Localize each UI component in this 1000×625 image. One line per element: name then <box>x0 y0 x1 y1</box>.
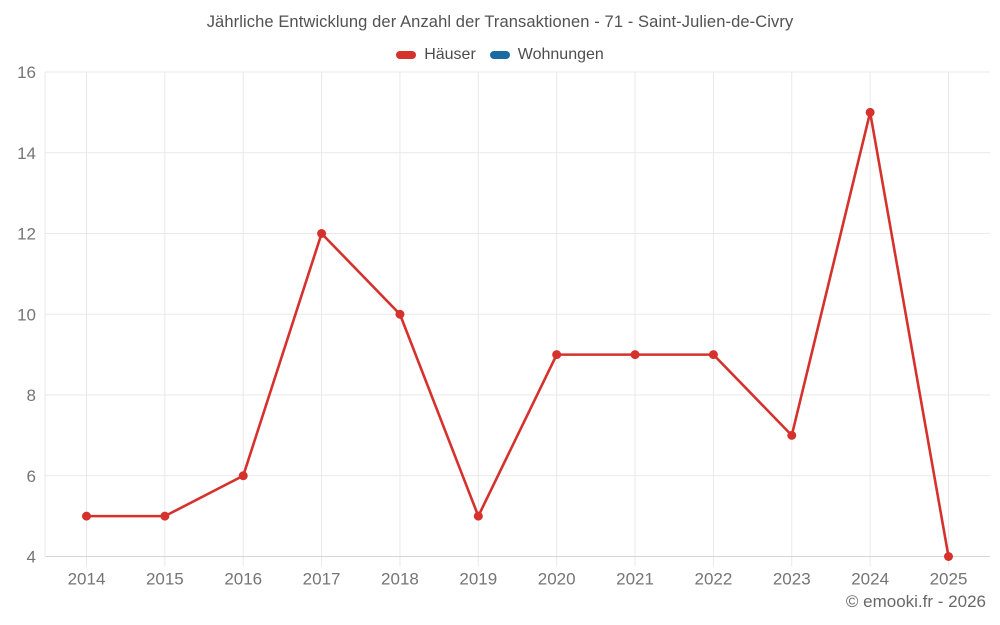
y-tick-label: 6 <box>27 467 36 486</box>
y-tick-label: 8 <box>27 386 36 405</box>
y-tick-label: 14 <box>17 144 36 163</box>
x-tick-label: 2025 <box>930 570 968 589</box>
legend-label-wohnungen: Wohnungen <box>517 46 604 63</box>
legend-label-hauser: Häuser <box>424 46 476 63</box>
legend-item-wohnungen[interactable]: Wohnungen <box>489 46 604 64</box>
data-point[interactable] <box>160 511 170 521</box>
data-point[interactable] <box>708 350 718 360</box>
series-line <box>85 111 950 558</box>
y-tick-label: 16 <box>17 63 36 82</box>
data-point[interactable] <box>317 229 327 238</box>
x-tick-label: 2018 <box>381 570 419 589</box>
legend-swatch-wohnungen-icon <box>489 51 510 59</box>
data-point[interactable] <box>473 511 483 521</box>
data-point[interactable] <box>787 430 797 440</box>
x-tick-label: 2023 <box>773 570 811 589</box>
y-tick-label: 12 <box>17 225 36 244</box>
x-tick-label: 2020 <box>538 570 576 589</box>
x-tick-label: 2024 <box>851 570 889 589</box>
y-tick-label: 10 <box>17 305 36 324</box>
x-tick-label: 2017 <box>303 570 341 589</box>
data-point[interactable] <box>552 350 562 360</box>
chart-legend: Häuser Wohnungen <box>0 46 1000 64</box>
x-tick-label: 2014 <box>68 570 106 589</box>
chart-title: Jährliche Entwicklung der Anzahl der Tra… <box>206 13 794 31</box>
legend-swatch-hauser-icon <box>396 51 417 59</box>
data-point[interactable] <box>865 107 875 117</box>
y-tick-label: 4 <box>27 548 36 567</box>
watermark: © emooki.fr - 2026 <box>845 592 986 611</box>
x-tick-label: 2016 <box>224 570 262 589</box>
data-point[interactable] <box>630 350 640 360</box>
data-point[interactable] <box>238 471 248 481</box>
legend-item-hauser[interactable]: Häuser <box>396 46 476 64</box>
x-tick-label: 2021 <box>616 570 654 589</box>
x-tick-label: 2015 <box>146 570 184 589</box>
data-point[interactable] <box>82 511 91 521</box>
x-tick-label: 2019 <box>459 570 497 589</box>
x-tick-label: 2022 <box>694 570 732 589</box>
data-point[interactable] <box>944 552 953 561</box>
data-point[interactable] <box>395 309 405 319</box>
